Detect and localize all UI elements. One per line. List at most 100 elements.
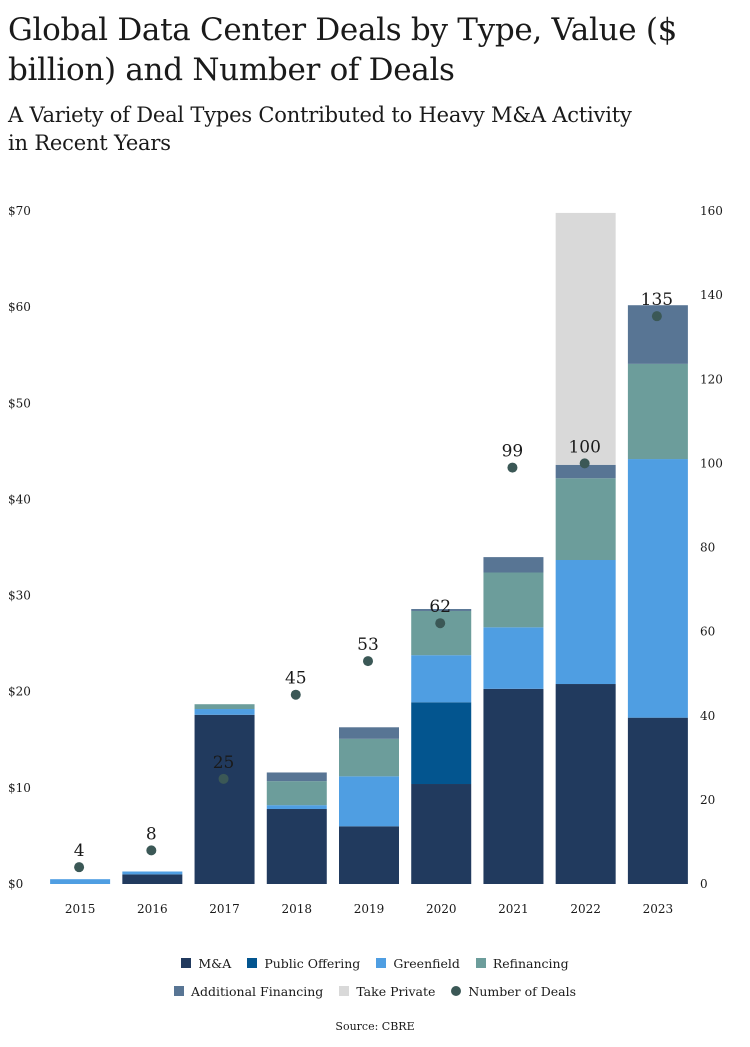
bar-segment-greenfield bbox=[627, 459, 688, 718]
bar-segment-m-a bbox=[339, 826, 399, 884]
bar-segment-refinancing bbox=[339, 738, 399, 777]
deal-count-label: 53 bbox=[357, 635, 379, 655]
bar-segment-greenfield bbox=[339, 776, 399, 827]
bar-segment-greenfield bbox=[411, 655, 472, 703]
right-axis-tick-label: 40 bbox=[700, 709, 715, 723]
left-axis-tick-label: $10 bbox=[8, 781, 31, 795]
deal-count-label: 135 bbox=[641, 290, 673, 310]
legend-row-2: Additional Financing Take Private Number… bbox=[0, 983, 750, 999]
right-axis-tick-label: 0 bbox=[700, 877, 708, 891]
x-axis-tick-label: 2023 bbox=[643, 902, 674, 916]
x-axis-tick-label: 2022 bbox=[570, 902, 601, 916]
bar-segment-take-private bbox=[555, 212, 616, 465]
deal-count-label: 8 bbox=[146, 824, 157, 844]
right-axis-tick-label: 160 bbox=[700, 204, 723, 218]
left-axis-tick-label: $30 bbox=[8, 589, 31, 603]
bar-segment-m-a bbox=[411, 784, 472, 884]
legend-swatch-refinancing bbox=[475, 958, 486, 968]
bar-segment-refinancing bbox=[555, 478, 616, 560]
left-axis-tick-label: $60 bbox=[8, 300, 31, 314]
left-axis-tick-label: $0 bbox=[8, 877, 23, 891]
deal-count-marker bbox=[146, 845, 157, 856]
legend-swatch-additional-financing bbox=[173, 986, 184, 996]
legend-item-refinancing: Refinancing bbox=[475, 955, 569, 971]
legend-item-additional-financing: Additional Financing bbox=[173, 983, 324, 999]
legend-item-number-of-deals: Number of Deals bbox=[451, 984, 576, 999]
x-axis-tick-label: 2020 bbox=[426, 902, 457, 916]
bar-segment-refinancing bbox=[411, 610, 472, 656]
left-axis-tick-label: $70 bbox=[8, 204, 31, 218]
deal-count-marker bbox=[507, 462, 518, 473]
right-axis-tick-label: 20 bbox=[700, 793, 715, 807]
legend-swatch-number-of-deals bbox=[451, 986, 462, 996]
x-axis-tick-label: 2016 bbox=[137, 902, 168, 916]
deal-count-marker bbox=[579, 458, 590, 469]
bar-segment-greenfield bbox=[266, 805, 327, 810]
deal-count-label: 62 bbox=[429, 597, 451, 617]
deal-count-marker bbox=[290, 689, 301, 700]
bar-segment-greenfield bbox=[555, 559, 616, 685]
legend-label-public-offering: Public Offering bbox=[264, 955, 361, 971]
right-axis-tick-label: 100 bbox=[700, 456, 723, 470]
right-axis-tick-label: 120 bbox=[700, 372, 723, 386]
right-axis-tick-label: 140 bbox=[700, 288, 723, 302]
x-axis-labels: 2015 2016 2017 2018 2019 2020 2021 2022 2023 bbox=[65, 902, 673, 916]
bar-segment-additional-financing bbox=[483, 557, 544, 573]
chart-subtitle: A Variety of Deal Types Contributed to H… bbox=[8, 103, 632, 155]
deal-count-label: 100 bbox=[568, 437, 600, 457]
deal-count-label: 45 bbox=[285, 669, 307, 689]
legend: M&A Public Offering Greenfield Refinanci… bbox=[0, 955, 750, 1011]
legend-label-ma: M&A bbox=[198, 955, 232, 971]
bar-segment-additional-financing bbox=[339, 727, 399, 739]
chart-title: Global Data Center Deals by Type, Value … bbox=[8, 12, 678, 88]
x-axis-tick-label: 2015 bbox=[65, 902, 96, 916]
deal-count-marker bbox=[363, 656, 373, 667]
deal-count-label: 99 bbox=[502, 442, 524, 462]
bar-segment-refinancing bbox=[627, 363, 688, 460]
legend-swatch-ma bbox=[181, 958, 192, 968]
x-axis-tick-label: 2017 bbox=[209, 902, 240, 916]
left-axis-tick-label: $40 bbox=[8, 492, 31, 506]
legend-label-number-of-deals: Number of Deals bbox=[468, 983, 577, 999]
bar-segment-m-a bbox=[627, 717, 688, 884]
bar-segment-m-a bbox=[266, 809, 327, 884]
deal-count-marker bbox=[435, 618, 446, 629]
legend-swatch-public-offering bbox=[247, 958, 258, 968]
right-axis-tick-label: 80 bbox=[700, 541, 715, 555]
left-axis-tick-label: $20 bbox=[8, 685, 31, 699]
bar-segment-greenfield bbox=[122, 871, 183, 875]
legend-label-refinancing: Refinancing bbox=[492, 955, 569, 971]
bar-segment-refinancing bbox=[194, 704, 255, 710]
stacked-bar-chart: $0 $10 $20 $30 $40 $50 $60 $70 0 20 40 60 80 100 120 1… bbox=[8, 204, 723, 916]
bar-segment-greenfield bbox=[483, 627, 544, 689]
legend-swatch-greenfield bbox=[376, 958, 387, 968]
deal-count-label: 25 bbox=[213, 753, 235, 773]
legend-label-take-private: Take Private bbox=[356, 983, 436, 999]
bar-segment-m-a bbox=[122, 874, 183, 884]
deal-markers: 4 8 25 45 53 62 99 100 135 bbox=[74, 290, 673, 873]
legend-label-greenfield: Greenfield bbox=[393, 955, 460, 971]
legend-item-take-private: Take Private bbox=[339, 984, 435, 999]
legend-item-greenfield: Greenfield bbox=[376, 956, 460, 971]
bar-segment-greenfield bbox=[194, 709, 255, 715]
left-axis: $0 $10 $20 $30 $40 $50 $60 $70 bbox=[8, 204, 31, 891]
bar-segment-greenfield bbox=[50, 879, 111, 884]
legend-row-1: M&A Public Offering Greenfield Refinanci… bbox=[0, 955, 750, 971]
right-axis: 0 20 40 60 80 100 120 140 160 bbox=[700, 204, 723, 891]
bar-segment-public-offering bbox=[411, 702, 472, 785]
bar-segment-m-a bbox=[483, 688, 544, 884]
bar-segment-additional-financing bbox=[555, 464, 616, 479]
bar-segment-additional-financing bbox=[266, 772, 327, 782]
deal-count-label: 4 bbox=[74, 841, 85, 861]
x-axis-tick-label: 2018 bbox=[282, 902, 313, 916]
right-axis-tick-label: 60 bbox=[700, 625, 715, 639]
x-axis-tick-label: 2019 bbox=[354, 902, 385, 916]
source-note: Source: CBRE bbox=[335, 1020, 415, 1033]
deal-count-marker bbox=[218, 773, 229, 784]
legend-label-additional-financing: Additional Financing bbox=[190, 983, 324, 999]
x-axis-tick-label: 2021 bbox=[498, 902, 529, 916]
legend-item-public-offering: Public Offering bbox=[247, 956, 360, 971]
deal-count-marker bbox=[651, 311, 662, 322]
bar-segment-additional-financing bbox=[411, 609, 472, 611]
legend-item-ma: M&A bbox=[181, 956, 231, 971]
